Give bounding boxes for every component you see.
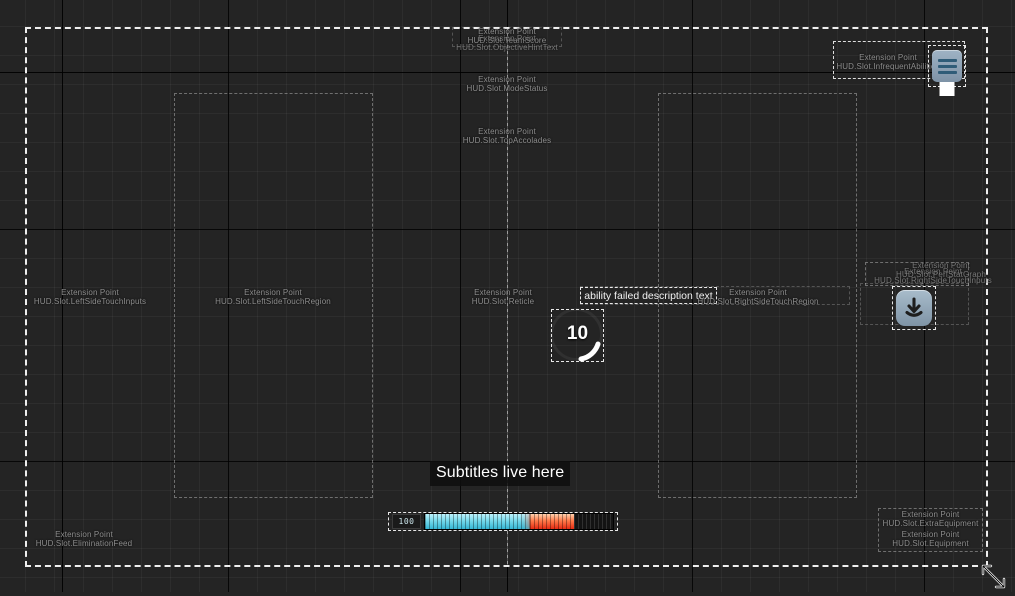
center-vertical-guide	[507, 27, 508, 567]
ability-failed-label: ability failed description text	[584, 289, 713, 302]
health-bar-shield-segment	[425, 514, 531, 529]
health-bar-health-segment	[530, 514, 574, 529]
slot-box-left-side-touch-inputs[interactable]	[33, 33, 146, 561]
health-bar-empty-segment	[573, 514, 613, 529]
subtitles-label: Subtitles live here	[436, 464, 565, 481]
resize-diagonal-cursor	[980, 563, 1008, 591]
reticle-ring	[550, 308, 603, 361]
ability-card-bar	[937, 58, 957, 62]
infrequent-ability-card-icon[interactable]	[928, 45, 966, 96]
ability-card-bar	[937, 64, 957, 68]
equipment-download-icon[interactable]	[892, 286, 936, 330]
slot-box-left-side-touch-region[interactable]	[174, 93, 373, 498]
slot-box-team-score[interactable]	[452, 27, 562, 47]
health-bar-track	[424, 513, 614, 530]
subtitles-text: Subtitles live here	[430, 461, 571, 486]
slot-box-right-side-touch-region[interactable]	[658, 93, 857, 498]
reticle-countdown-value: 10	[566, 323, 589, 344]
ability-card-glyph	[932, 50, 962, 82]
axis-line-vertical-center	[507, 0, 508, 592]
axis-line-vertical-left	[62, 0, 63, 592]
slot-box-right-side-touch-inputs[interactable]	[580, 286, 850, 305]
slot-box-equipment-bottom[interactable]	[878, 508, 983, 552]
ability-failed-description-text: ability failed description text	[580, 287, 717, 304]
health-ammo-bar[interactable]: 100	[388, 512, 618, 531]
slot-box-perf-stat-graph[interactable]	[865, 262, 969, 286]
health-value: 100	[392, 514, 421, 529]
download-arrow-icon	[905, 297, 923, 317]
ability-card-tail	[939, 82, 955, 96]
reticle-countdown-widget[interactable]: 10	[550, 308, 604, 362]
reticle-progress-arc	[578, 341, 601, 362]
slot-box-infrequent-abilities[interactable]	[833, 41, 965, 79]
hud-safe-area-boundary	[25, 27, 988, 567]
ability-card-bar	[937, 70, 957, 74]
axis-line-horizontal	[0, 72, 1015, 73]
equipment-glyph	[896, 290, 932, 326]
